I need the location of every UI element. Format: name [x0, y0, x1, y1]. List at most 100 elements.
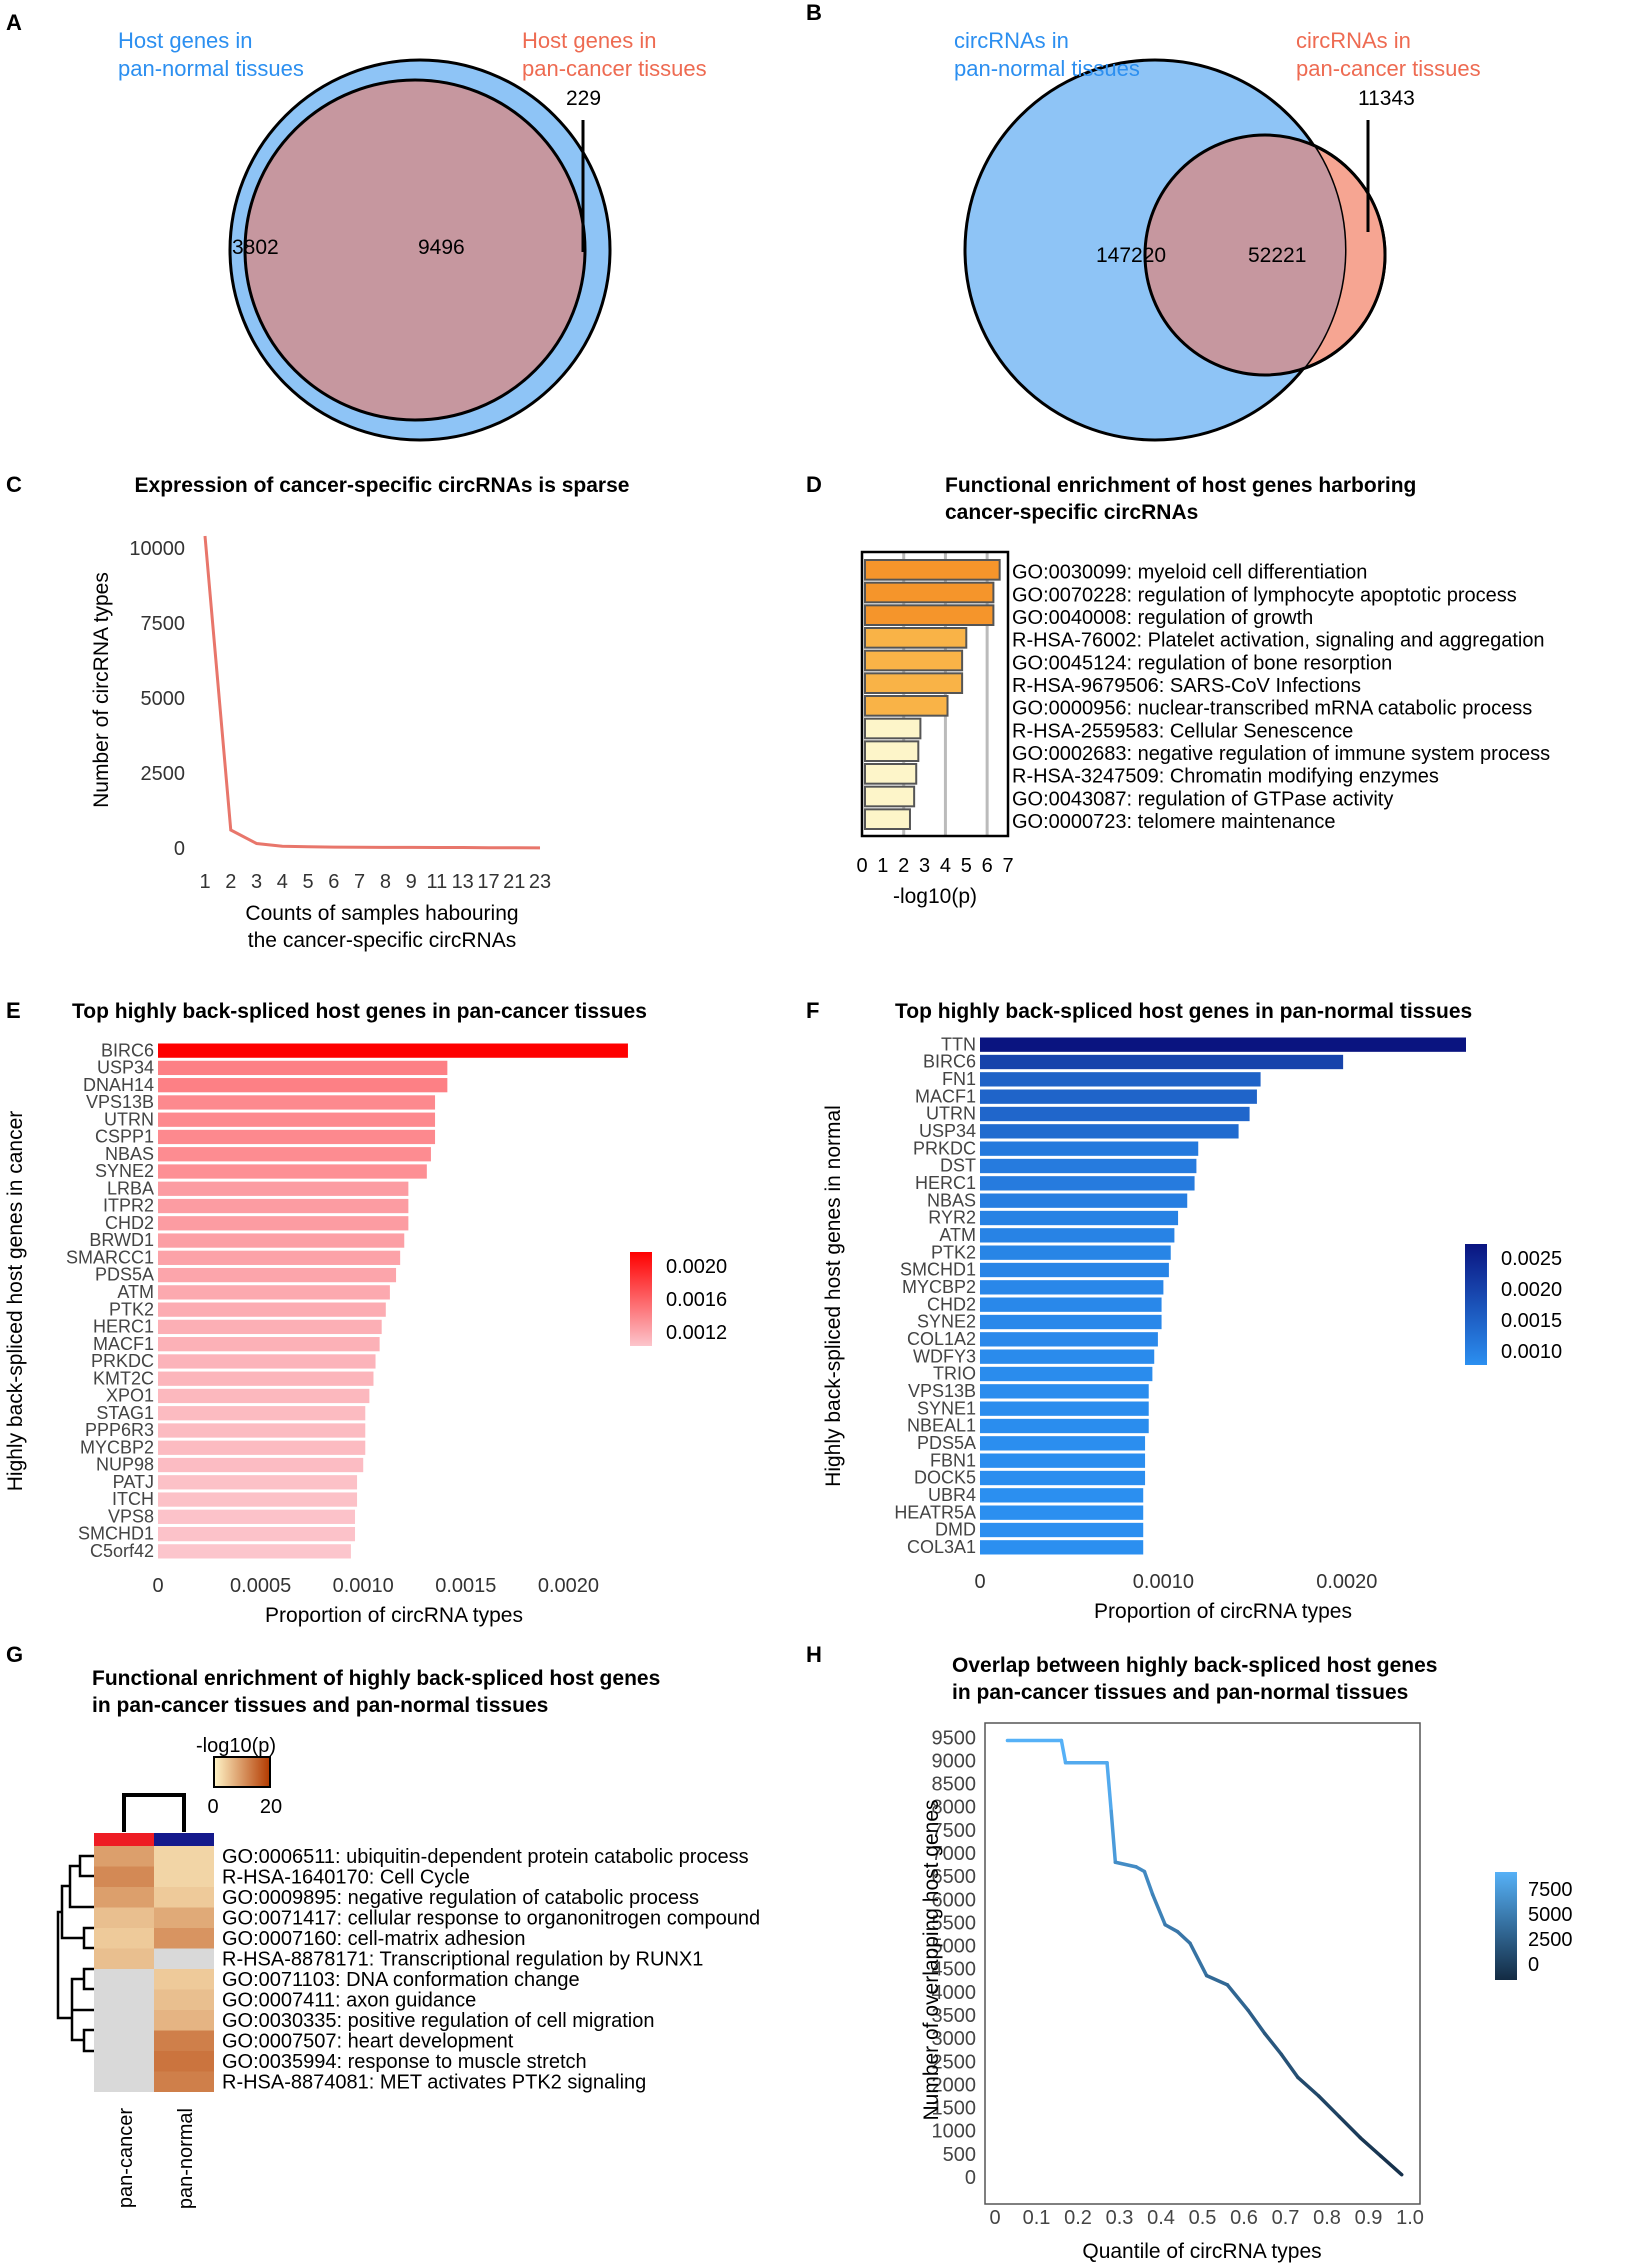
chart-g-cell — [154, 1866, 214, 1887]
chart-g-row-dendrogram — [56, 1854, 94, 2053]
chart-h-x-tick: 0.9 — [1355, 2207, 1383, 2229]
chart-h-segment — [1337, 2115, 1362, 2140]
chart-e-category-label: NBAS — [105, 1144, 154, 1164]
chart-h-y-tick: 8000 — [932, 1797, 977, 1819]
chart-c-y-tick: 5000 — [141, 688, 186, 710]
chart-e-bar — [158, 1526, 356, 1542]
chart-g-column-label: pan-normal — [175, 2108, 197, 2209]
chart-g-row-label: GO:0007160: cell-matrix adhesion — [222, 1928, 526, 1950]
chart-h-legend-tick: 0 — [1528, 1954, 1539, 1976]
chart-g-cell — [94, 1846, 154, 1867]
chart-e-bar — [158, 1544, 351, 1559]
chart-d-x-tick: 2 — [898, 855, 909, 877]
panel-label-d: D — [806, 472, 822, 497]
chart-d-category-label: GO:0000956: nuclear-transcribed mRNA cat… — [1012, 698, 1532, 720]
chart-f-bar — [980, 1436, 1146, 1451]
venn-a-right-only-count: 229 — [566, 87, 601, 110]
chart-e-bar — [158, 1198, 409, 1214]
chart-h-y-tick: 500 — [943, 2144, 976, 2166]
chart-c-x-tick: 8 — [380, 871, 391, 893]
chart-e-category-label: ITCH — [112, 1489, 154, 1509]
chart-f-category-label: FN1 — [942, 1069, 976, 1089]
chart-g-cell — [154, 1948, 214, 1969]
chart-f-legend-colorbar — [1465, 1244, 1487, 1365]
chart-f-category-label: MYCBP2 — [902, 1277, 976, 1297]
chart-c-y-tick: 0 — [174, 838, 185, 860]
chart-e-x-tick: 0.0020 — [538, 1575, 599, 1597]
chart-e-category-label: SMARCC1 — [66, 1247, 154, 1267]
chart-h-segment — [1279, 2052, 1300, 2080]
chart-h-y-tick: 8500 — [932, 1774, 977, 1796]
chart-e-category-label: MACF1 — [93, 1334, 154, 1354]
chart-f-bar — [980, 1540, 1144, 1555]
chart-d-x-tick: 4 — [940, 855, 951, 877]
chart-d-x-tick: 7 — [1002, 855, 1013, 877]
chart-g-cell — [94, 1887, 154, 1908]
chart-h-x-tick: 1.0 — [1396, 2207, 1424, 2229]
chart-h-legend-tick: 2500 — [1528, 1929, 1573, 1951]
chart-d-bar — [864, 695, 949, 717]
chart-f-bar — [980, 1158, 1197, 1174]
chart-g-row-label: GO:0007507: heart development — [222, 2031, 514, 2053]
chart-h-y-tick: 1500 — [932, 2098, 977, 2120]
chart-h-segment — [1150, 1892, 1167, 1927]
chart-e-category-label: XPO1 — [106, 1386, 154, 1406]
chart-d-bar — [864, 672, 964, 694]
chart-e-category-label: PTK2 — [109, 1299, 154, 1319]
venn-b-left-title-2: pan-normal tissues — [954, 56, 1140, 81]
chart-f-category-label: PRKDC — [913, 1138, 976, 1158]
panel-label-b: B — [806, 0, 822, 25]
chart-h-y-tick: 3500 — [932, 2005, 977, 2027]
chart-f-bar — [980, 1193, 1188, 1208]
chart-f-category-label: DOCK5 — [914, 1468, 976, 1488]
chart-c-x-tick: 4 — [277, 871, 288, 893]
chart-f-bar — [980, 1037, 1466, 1052]
chart-c: Expression of cancer-specific circRNAs i… — [90, 474, 629, 952]
chart-g-cell — [154, 2030, 214, 2051]
chart-h-y-tick: 9000 — [932, 1750, 977, 1772]
chart-h-xlabel: Quantile of circRNA types — [1082, 2240, 1321, 2263]
chart-c-title: Expression of cancer-specific circRNAs i… — [135, 474, 630, 497]
chart-h-y-tick: 3000 — [932, 2028, 977, 2050]
chart-f-title: Top highly back-spliced host genes in pa… — [895, 1000, 1472, 1023]
chart-f-category-label: COL1A2 — [907, 1329, 976, 1349]
chart-e-category-label: ITPR2 — [103, 1196, 154, 1216]
chart-e-bar — [158, 1095, 436, 1110]
chart-g-legend-tick: 20 — [260, 1796, 282, 1818]
chart-f: Top highly back-spliced host genes in pa… — [822, 1000, 1562, 1623]
chart-g-cell — [154, 1907, 214, 1928]
panel-label-a: A — [6, 10, 22, 35]
chart-f-bar — [980, 1470, 1146, 1486]
chart-h-y-tick: 7500 — [932, 1820, 977, 1842]
chart-d-category-label: R-HSA-9679506: SARS-CoV Infections — [1012, 675, 1361, 697]
chart-c-x-tick: 21 — [503, 871, 525, 893]
chart-e-category-label: STAG1 — [96, 1403, 154, 1423]
chart-f-category-label: WDFY3 — [913, 1346, 976, 1366]
chart-f-category-label: DST — [940, 1156, 976, 1176]
chart-g-cell — [94, 1989, 154, 2010]
chart-d-x-tick: 3 — [919, 855, 930, 877]
chart-e-bar — [158, 1354, 376, 1369]
chart-d-title-1: Functional enrichment of host genes harb… — [945, 474, 1416, 497]
chart-e-category-label: HERC1 — [93, 1317, 154, 1337]
chart-e-bar — [158, 1302, 386, 1317]
chart-f-category-label: DMD — [935, 1520, 976, 1540]
chart-e-bar — [158, 1475, 358, 1490]
venn-a-overlap-count: 9496 — [418, 236, 465, 259]
venn-b-right-title-2: pan-cancer tissues — [1296, 56, 1481, 81]
chart-h-y-tick: 5500 — [932, 1912, 977, 1934]
chart-d-category-label: GO:0043087: regulation of GTPase activit… — [1012, 788, 1393, 810]
chart-f-legend-tick: 0.0015 — [1501, 1310, 1562, 1332]
chart-f-bar — [980, 1245, 1171, 1260]
chart-h-y-tick: 7000 — [932, 1843, 977, 1865]
chart-e-category-label: PATJ — [113, 1472, 154, 1492]
chart-f-bar — [980, 1176, 1195, 1191]
chart-e-x-tick: 0.0005 — [230, 1575, 291, 1597]
chart-g-row-label: GO:0006511: ubiquitin-dependent protein … — [222, 1846, 749, 1868]
chart-h-segment — [1113, 1860, 1138, 1869]
chart-h-segment — [1296, 2075, 1321, 2098]
venn-b-right-only-count: 11343 — [1358, 87, 1415, 110]
panel-b: B circRNAs in pan-normal tissues circRNA… — [806, 0, 1481, 442]
chart-c-x-tick: 23 — [529, 871, 551, 893]
chart-h-x-tick: 0.4 — [1147, 2207, 1175, 2229]
